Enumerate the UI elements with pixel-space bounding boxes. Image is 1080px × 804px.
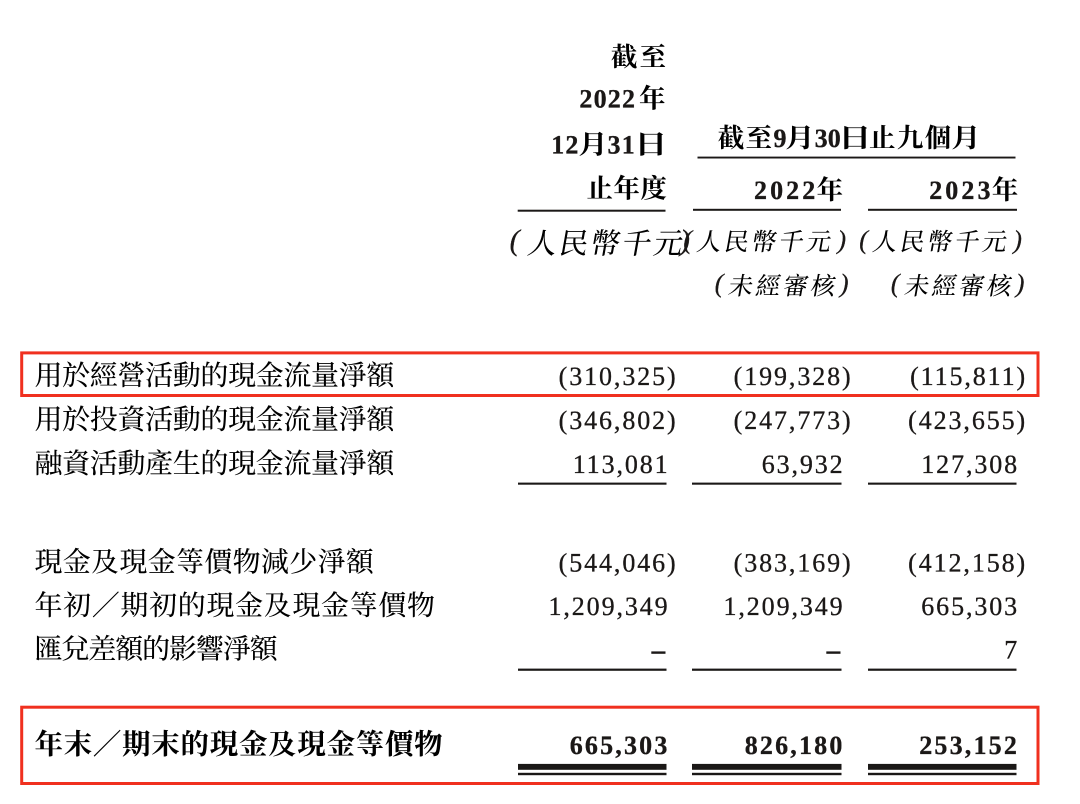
svg-text:): ) [838, 269, 849, 298]
svg-text:9: 9 [774, 124, 787, 153]
svg-text:(346,802): (346,802) [559, 406, 678, 435]
svg-text:(310,325): (310,325) [559, 362, 678, 391]
svg-text:63,932: 63,932 [762, 450, 845, 479]
svg-text:2022: 2022 [579, 85, 636, 114]
svg-text:2023: 2023 [929, 176, 993, 205]
svg-text:1,209,349: 1,209,349 [723, 592, 844, 621]
svg-text:7: 7 [1004, 636, 1019, 665]
svg-text:): ) [678, 224, 690, 257]
svg-text:(412,158): (412,158) [908, 549, 1027, 578]
svg-text:(: ( [683, 225, 693, 254]
svg-text:30: 30 [815, 124, 841, 153]
svg-text:127,308: 127,308 [921, 450, 1019, 479]
svg-text:(423,655): (423,655) [908, 406, 1027, 435]
svg-text:(: ( [891, 269, 901, 298]
svg-text:253,152: 253,152 [919, 731, 1019, 760]
svg-text:2022: 2022 [754, 176, 818, 205]
svg-text:): ) [835, 225, 846, 254]
svg-text:(115,811): (115,811) [910, 362, 1027, 391]
svg-text:31: 31 [608, 131, 636, 160]
svg-text:(: ( [715, 269, 725, 298]
svg-text:): ) [1011, 225, 1022, 254]
svg-text:826,180: 826,180 [745, 731, 845, 760]
svg-text:): ) [1014, 269, 1025, 298]
svg-text:1,209,349: 1,209,349 [548, 592, 669, 621]
svg-text:(199,328): (199,328) [734, 362, 853, 391]
svg-text:113,081: 113,081 [573, 450, 670, 479]
svg-text:665,303: 665,303 [921, 592, 1019, 621]
svg-text:(: ( [859, 225, 869, 254]
svg-text:665,303: 665,303 [570, 731, 670, 760]
svg-text:12: 12 [551, 131, 579, 160]
svg-text:(544,046): (544,046) [559, 549, 678, 578]
svg-text:(383,169): (383,169) [734, 549, 853, 578]
svg-text:(: ( [510, 224, 522, 257]
svg-text:(247,773): (247,773) [734, 406, 853, 435]
